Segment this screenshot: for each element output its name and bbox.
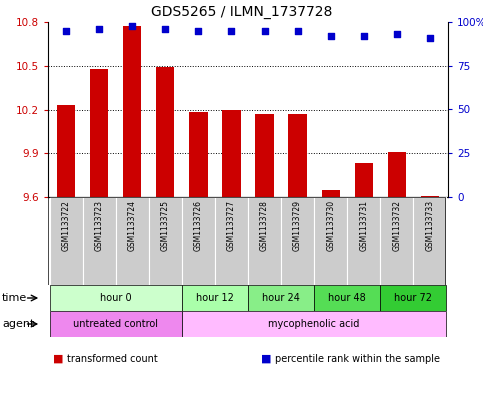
Text: hour 48: hour 48	[328, 293, 366, 303]
Bar	[50, 285, 182, 311]
Bar	[322, 190, 340, 197]
Point	[327, 33, 335, 39]
Text: time: time	[2, 293, 28, 303]
Bar	[380, 285, 446, 311]
Bar	[314, 285, 380, 311]
Point	[95, 26, 103, 32]
Text: GSM1133732: GSM1133732	[392, 200, 401, 251]
Bar	[248, 285, 314, 311]
Text: agent: agent	[2, 319, 34, 329]
Bar	[149, 197, 182, 285]
Text: untreated control: untreated control	[73, 319, 158, 329]
Bar	[314, 197, 347, 285]
Bar	[281, 197, 314, 285]
Text: GSM1133725: GSM1133725	[161, 200, 170, 251]
Bar	[182, 197, 215, 285]
Text: GSM1133728: GSM1133728	[260, 200, 269, 250]
Bar	[380, 197, 413, 285]
Text: ■: ■	[260, 354, 271, 364]
Point	[227, 28, 235, 34]
Point	[261, 28, 269, 34]
Bar	[388, 152, 406, 197]
Bar	[256, 114, 274, 197]
Text: percentile rank within the sample: percentile rank within the sample	[275, 354, 440, 364]
Text: GSM1133724: GSM1133724	[128, 200, 137, 251]
Text: GSM1133733: GSM1133733	[426, 200, 434, 251]
Point	[360, 33, 368, 39]
Bar	[248, 197, 281, 285]
Text: GSM1133723: GSM1133723	[95, 200, 104, 251]
Bar	[50, 197, 83, 285]
Text: hour 24: hour 24	[262, 293, 300, 303]
Bar	[413, 197, 446, 285]
Point	[161, 26, 169, 32]
Bar	[355, 163, 373, 197]
Bar	[189, 112, 208, 197]
Bar	[50, 311, 182, 337]
Bar	[182, 311, 446, 337]
Text: mycophenolic acid: mycophenolic acid	[269, 319, 360, 329]
Point	[195, 28, 202, 34]
Text: hour 0: hour 0	[100, 293, 131, 303]
Bar	[90, 69, 108, 197]
Text: transformed count: transformed count	[67, 354, 158, 364]
Bar	[288, 114, 307, 197]
Bar	[421, 196, 439, 197]
Text: hour 12: hour 12	[196, 293, 234, 303]
Bar	[123, 26, 142, 197]
Text: GSM1133730: GSM1133730	[326, 200, 335, 251]
Bar	[156, 67, 174, 197]
Point	[294, 28, 301, 34]
Point	[393, 31, 400, 37]
Text: hour 72: hour 72	[394, 293, 432, 303]
Bar	[116, 197, 149, 285]
Text: GSM1133727: GSM1133727	[227, 200, 236, 251]
Bar	[347, 197, 380, 285]
Bar	[57, 105, 75, 197]
Point	[426, 35, 434, 41]
Bar	[215, 197, 248, 285]
Text: GSM1133726: GSM1133726	[194, 200, 203, 251]
Bar	[222, 110, 241, 197]
Point	[62, 28, 70, 34]
Text: ■: ■	[53, 354, 63, 364]
Text: GSM1133731: GSM1133731	[359, 200, 368, 251]
Bar	[83, 197, 116, 285]
Bar	[182, 285, 248, 311]
Text: GDS5265 / ILMN_1737728: GDS5265 / ILMN_1737728	[151, 5, 332, 19]
Text: GSM1133722: GSM1133722	[62, 200, 71, 250]
Point	[128, 22, 136, 29]
Text: GSM1133729: GSM1133729	[293, 200, 302, 251]
